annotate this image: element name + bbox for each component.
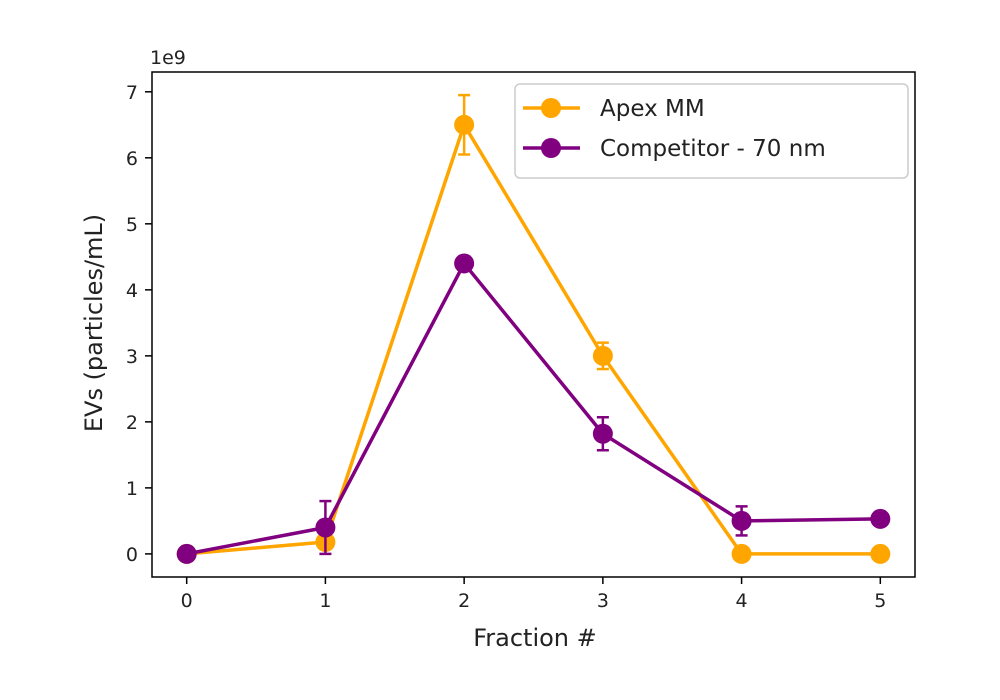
y-tick-label-5: 5 <box>126 214 138 236</box>
data-point-competitor-70-nm-4 <box>731 510 752 531</box>
data-point-apex-mm-4 <box>731 543 752 564</box>
y-axis-title: EVs (particles/mL) <box>80 214 108 432</box>
x-axis-ticks: 0 1 2 3 4 5 <box>181 577 886 612</box>
data-point-apex-mm-5 <box>870 543 891 564</box>
data-point-competitor-70-nm-3 <box>592 423 613 444</box>
x-axis-title: Fraction # <box>473 624 597 652</box>
legend: Apex MM Competitor - 70 nm <box>514 83 909 179</box>
data-point-apex-mm-3 <box>592 345 613 366</box>
x-tick-label-4: 4 <box>736 590 748 612</box>
legend-marker-apex-mm <box>541 98 561 118</box>
data-point-competitor-70-nm-2 <box>454 253 475 274</box>
y-tick-label-7: 7 <box>126 82 138 104</box>
y-tick-label-0: 0 <box>126 544 138 566</box>
x-tick-label-1: 1 <box>319 590 331 612</box>
y-axis-ticks: 0 1 2 3 4 5 6 7 <box>126 82 152 566</box>
y-tick-label-3: 3 <box>126 346 138 368</box>
y-tick-label-2: 2 <box>126 412 138 434</box>
y-tick-label-6: 6 <box>126 148 138 170</box>
y-tick-label-1: 1 <box>126 478 138 500</box>
data-point-apex-mm-2 <box>454 114 475 135</box>
series-line-apex-mm <box>186 123 881 556</box>
legend-marker-competitor-70nm <box>541 138 561 158</box>
legend-label-apex-mm: Apex MM <box>600 96 705 122</box>
x-tick-label-3: 3 <box>597 590 609 612</box>
legend-box <box>514 83 909 179</box>
x-tick-label-5: 5 <box>874 590 886 612</box>
y-offset-label: 1e9 <box>150 47 186 69</box>
series-competitor-70-nm <box>176 253 891 564</box>
data-point-competitor-70-nm-0 <box>176 543 197 564</box>
data-point-competitor-70-nm-5 <box>870 508 891 529</box>
legend-label-competitor-70nm: Competitor - 70 nm <box>600 136 826 162</box>
x-tick-label-2: 2 <box>458 590 470 612</box>
series-layer <box>176 93 891 564</box>
x-tick-label-0: 0 <box>181 590 193 612</box>
series-line-competitor-70-nm <box>186 261 881 556</box>
plot-frame <box>151 71 916 578</box>
data-point-competitor-70-nm-1 <box>315 517 336 538</box>
y-tick-label-4: 4 <box>126 280 138 302</box>
